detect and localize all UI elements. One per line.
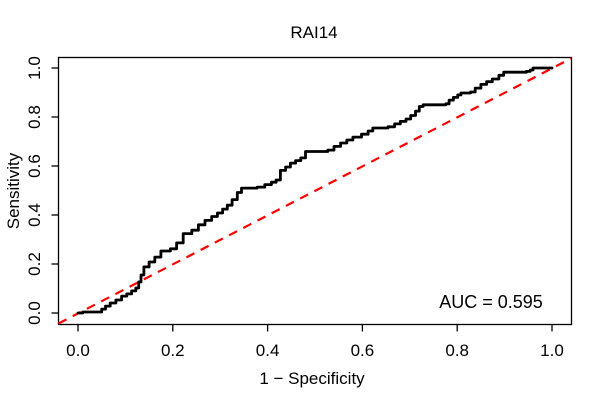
auc-annotation: AUC = 0.595 <box>439 292 543 312</box>
diagonal-reference-line <box>57 57 572 325</box>
chart-title: RAI14 <box>290 23 337 42</box>
y-tick-label: 0.0 <box>25 301 44 325</box>
x-tick-label: 0.0 <box>66 341 90 360</box>
plot-box <box>57 56 573 326</box>
y-axis-label: Sensitivity <box>4 152 23 229</box>
x-tick-label: 0.2 <box>161 341 185 360</box>
y-axis-ticks: 0.0 0.2 0.4 0.6 0.8 1.0 <box>25 56 59 325</box>
x-axis-label: 1 − Specificity <box>259 369 365 388</box>
y-tick-label: 0.8 <box>25 105 44 129</box>
roc-curve <box>76 66 554 315</box>
y-tick-label: 0.4 <box>25 203 44 227</box>
y-tick-label: 0.2 <box>25 252 44 276</box>
x-tick-label: 0.6 <box>351 341 375 360</box>
x-tick-label: 0.8 <box>445 341 469 360</box>
y-tick-label: 0.6 <box>25 154 44 178</box>
x-tick-label: 0.4 <box>256 341 280 360</box>
x-tick-label: 1.0 <box>540 341 564 360</box>
x-axis-ticks: 0.0 0.2 0.4 0.6 0.8 1.0 <box>66 324 564 360</box>
y-tick-label: 1.0 <box>25 56 44 80</box>
